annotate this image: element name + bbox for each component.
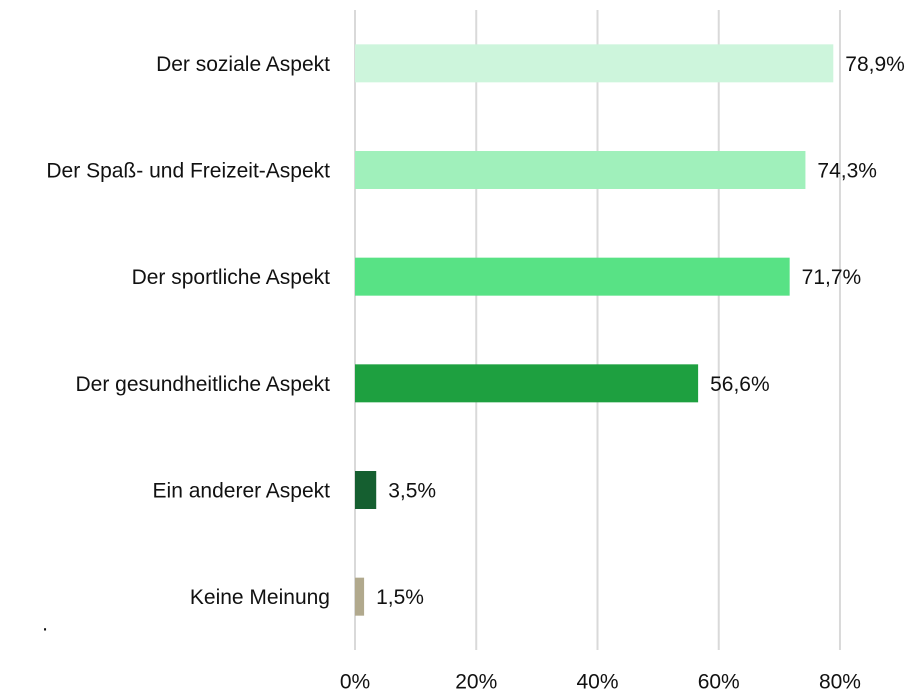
- bar: [355, 577, 365, 616]
- note: .: [42, 613, 48, 636]
- y-tick-label: Der Spaß- und Freizeit-Aspekt: [46, 160, 330, 183]
- x-tick-label: 80%: [819, 671, 861, 693]
- bar: [355, 44, 834, 83]
- y-tick-label: Ein anderer Aspekt: [153, 480, 331, 503]
- bar: [355, 471, 377, 509]
- value-label: 71,7%: [802, 266, 862, 289]
- bar: [355, 257, 790, 296]
- value-label: 78,9%: [845, 53, 905, 76]
- y-tick-label: Der soziale Aspekt: [156, 53, 330, 76]
- bar: [355, 364, 699, 403]
- y-tick-label: Der sportliche Aspekt: [132, 266, 331, 289]
- x-tick-label: 20%: [455, 671, 497, 693]
- value-label: 56,6%: [710, 373, 770, 396]
- value-label: 1,5%: [376, 586, 424, 609]
- x-tick-label: 60%: [698, 671, 740, 693]
- bar: [355, 151, 806, 189]
- y-tick-label: Keine Meinung: [190, 586, 330, 609]
- y-tick-label: Der gesundheitliche Aspekt: [76, 373, 331, 396]
- x-tick-label: 40%: [576, 671, 618, 693]
- value-label: 3,5%: [388, 480, 436, 503]
- value-label: 74,3%: [817, 160, 877, 183]
- x-tick-label: 0%: [340, 671, 370, 693]
